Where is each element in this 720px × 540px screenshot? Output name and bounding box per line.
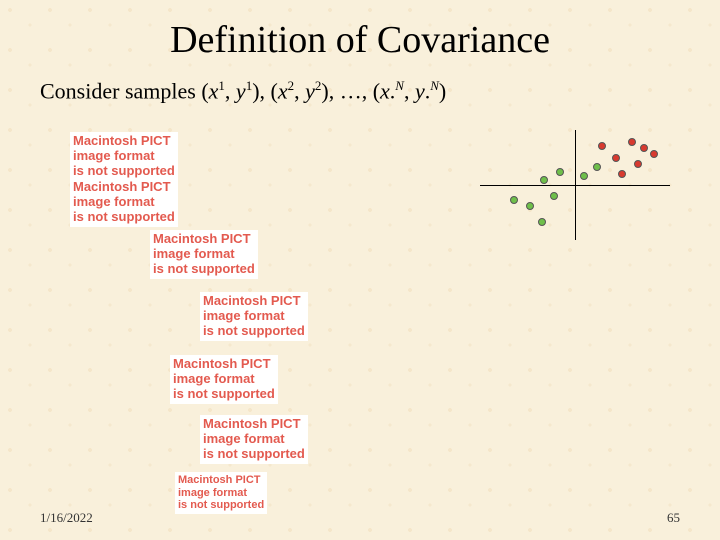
samples-line: Consider samples (x1, y1), (x2, y2), …, …: [0, 62, 720, 104]
sup-Na: N: [395, 78, 404, 93]
pict-placeholder: Macintosh PICT image format is not suppo…: [200, 292, 308, 341]
txt-openN: (: [373, 78, 380, 103]
scatter-point: [598, 142, 606, 150]
page-title: Definition of Covariance: [0, 0, 720, 62]
scatter-point: [556, 168, 564, 176]
pict-placeholder: Macintosh PICT image format is not suppo…: [200, 415, 308, 464]
txt-closeN: ): [439, 78, 446, 103]
pict-placeholder: Macintosh PICT image format is not suppo…: [70, 132, 178, 181]
var-yN: y: [415, 78, 425, 103]
scatter-point: [650, 150, 658, 158]
scatter-point: [593, 163, 601, 171]
txt-close2: ): [321, 78, 328, 103]
scatter-point: [580, 172, 588, 180]
scatter-point: [526, 202, 534, 210]
pict-placeholder: Macintosh PICT image format is not suppo…: [70, 178, 178, 227]
sup-Nb: N: [430, 78, 439, 93]
pict-placeholder: Macintosh PICT image format is not suppo…: [175, 472, 267, 514]
var-y1: y: [236, 78, 246, 103]
pict-placeholder: Macintosh PICT image format is not suppo…: [150, 230, 258, 279]
scatter-point: [550, 192, 558, 200]
y-axis: [575, 130, 576, 240]
scatter-point: [640, 144, 648, 152]
scatter-point: [538, 218, 546, 226]
var-xN: x: [380, 78, 390, 103]
txt-lead: Consider samples (: [40, 78, 209, 103]
txt-sep1: ), (: [252, 78, 278, 103]
txt-c1: ,: [225, 78, 236, 103]
scatter-plot: [480, 130, 670, 240]
txt-cN: ,: [404, 78, 415, 103]
scatter-point: [510, 196, 518, 204]
pict-placeholder: Macintosh PICT image format is not suppo…: [170, 355, 278, 404]
scatter-point: [634, 160, 642, 168]
txt-c2: ,: [294, 78, 305, 103]
scatter-point: [618, 170, 626, 178]
footer-date: 1/16/2022: [40, 510, 93, 526]
footer-page-number: 65: [667, 510, 680, 526]
var-x2: x: [278, 78, 288, 103]
var-y2: y: [305, 78, 315, 103]
scatter-point: [612, 154, 620, 162]
scatter-point: [628, 138, 636, 146]
scatter-point: [540, 176, 548, 184]
txt-ellipsis: , …,: [329, 78, 373, 103]
var-x1: x: [209, 78, 219, 103]
